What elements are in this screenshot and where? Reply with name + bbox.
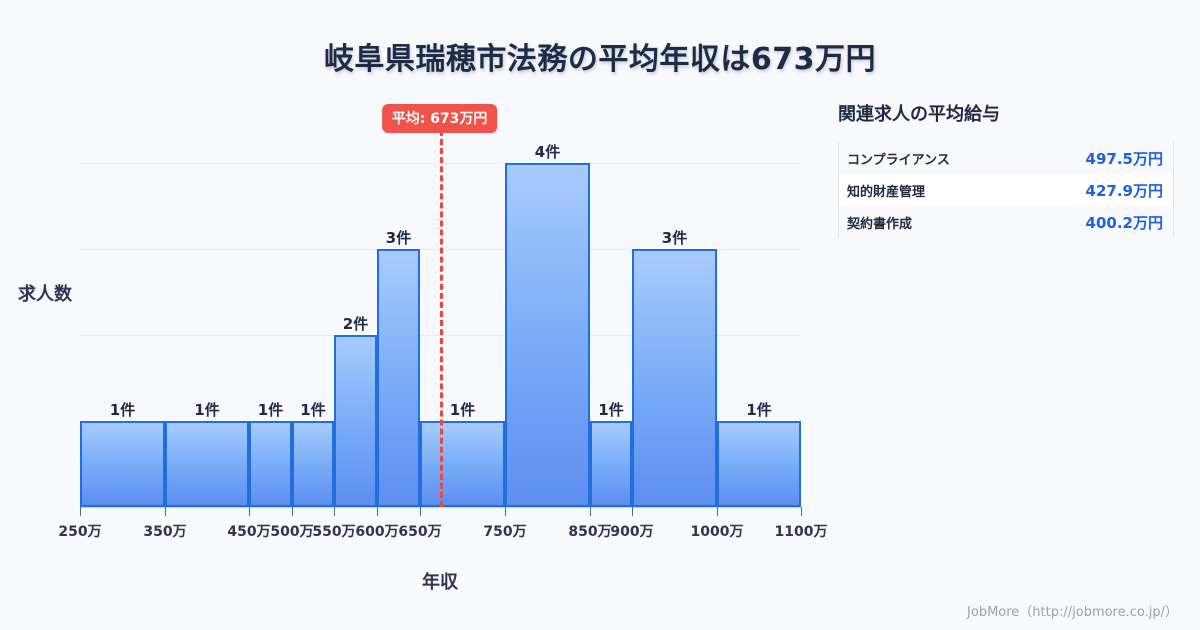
histogram-bar	[505, 163, 590, 507]
table-row: 知的財産管理 427.9万円	[839, 174, 1173, 206]
x-axis-tick	[632, 507, 633, 516]
related-salary-title: 関連求人の平均給与	[838, 104, 1000, 125]
x-axis-tick-label: 250万	[58, 524, 102, 540]
x-axis-tick-label: 350万	[143, 524, 187, 540]
footer-watermark: JobMore（http://jobmore.co.jp/）	[967, 605, 1178, 620]
x-axis-tick	[801, 507, 802, 516]
salary-row-name: 契約書作成	[847, 216, 913, 232]
bar-value-label: 1件	[746, 401, 772, 419]
x-axis-tick	[377, 507, 378, 516]
histogram-bar	[80, 421, 165, 507]
x-axis-tick-label: 1000万	[690, 524, 744, 540]
x-axis-tick	[165, 507, 166, 516]
histogram-bar	[632, 249, 717, 507]
related-salary-table: コンプライアンス 497.5万円知的財産管理 427.9万円契約書作成 400.2万円	[838, 142, 1174, 238]
x-axis-tick	[80, 507, 81, 516]
bar-value-label: 1件	[300, 401, 326, 419]
bar-value-label: 1件	[109, 401, 136, 419]
x-axis-tick	[505, 507, 506, 516]
salary-row-name: コンプライアンス	[847, 152, 950, 168]
salary-row-name: 知的財産管理	[847, 184, 926, 200]
x-axis-tick	[249, 507, 250, 516]
x-axis-tick-label: 1100万	[774, 524, 828, 540]
bar-value-label: 1件	[257, 401, 284, 419]
bar-value-label: 1件	[194, 401, 220, 419]
x-axis-tick-label: 850万	[568, 524, 612, 540]
x-axis-baseline	[80, 507, 801, 508]
x-axis-title: 年収	[422, 572, 458, 593]
x-axis-tick	[420, 507, 421, 516]
table-row: 契約書作成 400.2万円	[839, 206, 1173, 238]
histogram-bar	[377, 249, 420, 507]
x-axis-tick-label: 650万	[398, 524, 442, 540]
salary-row-value: 427.9万円	[1085, 181, 1163, 200]
x-axis-tick	[717, 507, 718, 516]
related-salary-panel: 関連求人の平均給与 コンプライアンス 497.5万円知的財産管理 427.9万円契約…	[838, 100, 1174, 238]
salary-row-value: 400.2万円	[1085, 213, 1163, 232]
histogram-bar	[292, 421, 334, 507]
salary-row-value: 497.5万円	[1085, 149, 1163, 168]
x-axis-tick-label: 600万	[355, 524, 399, 540]
y-axis-title: 求人数	[18, 284, 72, 305]
x-axis-tick-label: 500万	[270, 524, 314, 540]
bar-value-label: 3件	[661, 229, 688, 247]
table-row: コンプライアンス 497.5万円	[839, 142, 1173, 174]
bar-value-label: 1件	[449, 401, 476, 419]
histogram-bar	[249, 421, 292, 507]
x-axis-tick	[590, 507, 591, 516]
bar-value-label: 3件	[385, 229, 412, 247]
x-axis-tick-label: 450万	[227, 524, 271, 540]
bar-value-label: 4件	[534, 143, 561, 161]
x-axis-tick	[292, 507, 293, 516]
bar-value-label: 1件	[598, 401, 624, 419]
x-axis-tick-label: 900万	[610, 524, 654, 540]
histogram-bar	[717, 421, 801, 507]
histogram-bar	[334, 335, 377, 507]
histogram-bar	[590, 421, 632, 507]
average-line	[439, 130, 443, 507]
x-axis-tick-label: 550万	[312, 524, 356, 540]
histogram-bar	[420, 421, 505, 507]
average-badge: 平均: 673万円	[381, 104, 498, 133]
histogram-bar	[165, 421, 249, 507]
bar-value-label: 2件	[342, 315, 369, 333]
x-axis-tick-label: 750万	[483, 524, 527, 540]
x-axis-tick	[334, 507, 335, 516]
page-title: 岐阜県瑞穂市法務の平均年収は673万円	[323, 42, 877, 77]
